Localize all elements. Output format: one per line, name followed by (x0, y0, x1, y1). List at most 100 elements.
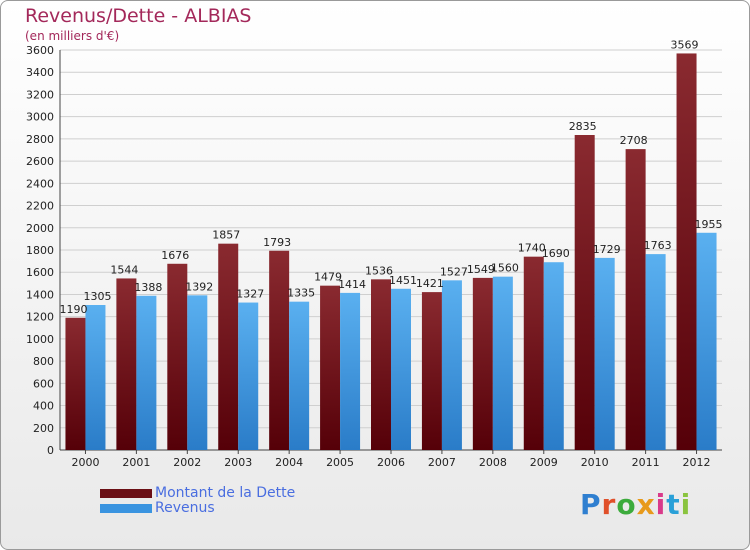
logo-letter: P (580, 488, 602, 521)
proxiti-logo: Proxiti (580, 488, 691, 521)
y-tick-label: 2800 (26, 133, 54, 146)
legend-item-revenue: Revenus (100, 500, 400, 517)
value-label-revenue: 1327 (236, 288, 264, 301)
x-tick-label: 2009 (530, 456, 558, 469)
bars (65, 53, 717, 450)
logo-letter: x (636, 488, 656, 521)
y-tick-label: 1400 (26, 288, 54, 301)
value-label-debt: 3569 (671, 38, 699, 51)
bar-debt (472, 277, 493, 450)
value-label-revenue: 1335 (287, 287, 315, 300)
value-label-debt: 1793 (263, 236, 291, 249)
bar-revenue (441, 280, 462, 450)
legend-item-debt: Montant de la Dette (100, 485, 400, 502)
bar-debt (65, 317, 86, 450)
value-label-debt: 1536 (365, 264, 393, 277)
logo-letter: i (655, 488, 667, 521)
value-label-debt: 1549 (467, 263, 495, 276)
logo-letter: r (601, 488, 617, 521)
x-tick-label: 2008 (479, 456, 507, 469)
bar-revenue (594, 257, 615, 450)
x-tick-label: 2002 (173, 456, 201, 469)
value-label-debt: 2835 (569, 120, 597, 133)
bar-debt (320, 285, 341, 450)
bar-debt (421, 292, 442, 450)
bar-revenue (85, 305, 106, 450)
value-label-debt: 1544 (110, 263, 138, 276)
y-tick-label: 3200 (26, 88, 54, 101)
bar-revenue (187, 295, 208, 450)
y-tick-label: 2600 (26, 155, 54, 168)
x-tick-label: 2005 (326, 456, 354, 469)
y-tick-label: 2000 (26, 222, 54, 235)
value-label-revenue: 1560 (491, 262, 519, 275)
bar-debt (676, 53, 697, 450)
y-tick-label: 800 (33, 355, 54, 368)
y-tick-label: 3600 (26, 44, 54, 57)
bar-revenue (289, 301, 310, 450)
value-label-revenue: 1392 (185, 280, 213, 293)
value-label-debt: 1421 (416, 277, 444, 290)
value-label-revenue: 1527 (440, 265, 468, 278)
x-tick-label: 2001 (122, 456, 150, 469)
y-tick-label: 400 (33, 400, 54, 413)
logo-letter: t (666, 488, 681, 521)
x-tick-label: 2003 (224, 456, 252, 469)
bar-debt (116, 278, 137, 450)
x-tick-label: 2010 (581, 456, 609, 469)
bar-revenue (645, 254, 666, 450)
bar-debt (167, 263, 188, 450)
bar-debt (574, 135, 595, 450)
y-tick-label: 3000 (26, 111, 54, 124)
bar-debt (218, 243, 239, 450)
value-label-revenue: 1414 (338, 278, 366, 291)
bar-revenue (543, 262, 564, 450)
y-tick-label: 1000 (26, 333, 54, 346)
y-tick-label: 1800 (26, 244, 54, 257)
bar-revenue (340, 292, 361, 450)
y-tick-label: 2200 (26, 200, 54, 213)
legend-swatch-debt (100, 489, 152, 498)
logo-letter: o (616, 488, 637, 521)
bar-debt (371, 279, 391, 450)
bar-revenue (136, 295, 157, 450)
value-label-debt: 1676 (161, 249, 189, 262)
value-label-revenue: 1690 (542, 247, 570, 260)
x-tick-label: 2006 (377, 456, 405, 469)
y-tick-label: 1200 (26, 311, 54, 324)
bar-revenue (696, 232, 717, 450)
x-tick-label: 2000 (71, 456, 99, 469)
value-label-revenue: 1451 (389, 274, 417, 287)
y-tick-label: 0 (47, 444, 54, 457)
y-tick-label: 1600 (26, 266, 54, 279)
y-tick-label: 600 (33, 377, 54, 390)
value-label-revenue: 1729 (593, 243, 621, 256)
bar-revenue (492, 276, 513, 450)
y-tick-label: 2400 (26, 177, 54, 190)
legend-label-revenue: Revenus (155, 500, 215, 516)
value-label-debt: 1740 (518, 242, 546, 255)
axes: 0 200 400 600 800 1000 1200 1400 1600 1800 2000 220… (26, 44, 722, 469)
x-tick-label: 2011 (632, 456, 660, 469)
bar-debt (523, 256, 544, 450)
y-tick-label: 200 (33, 422, 54, 435)
value-label-debt: 2708 (620, 134, 648, 147)
value-label-revenue: 1955 (695, 218, 723, 231)
legend-label-debt: Montant de la Dette (155, 485, 296, 501)
x-tick-label: 2004 (275, 456, 303, 469)
legend-swatch-revenue (100, 504, 152, 513)
bar-revenue (391, 288, 411, 450)
value-label-debt: 1479 (314, 271, 342, 284)
chart-title: Revenus/Dette - ALBIAS (25, 5, 252, 27)
y-tick-label: 3400 (26, 66, 54, 79)
value-label-debt: 1190 (59, 303, 87, 316)
bar-debt (625, 149, 646, 450)
logo-letter: i (680, 488, 692, 521)
bar-revenue (238, 302, 259, 450)
x-tick-label: 2007 (428, 456, 456, 469)
x-tick-label: 2012 (683, 456, 711, 469)
value-label-revenue: 1305 (83, 290, 111, 303)
